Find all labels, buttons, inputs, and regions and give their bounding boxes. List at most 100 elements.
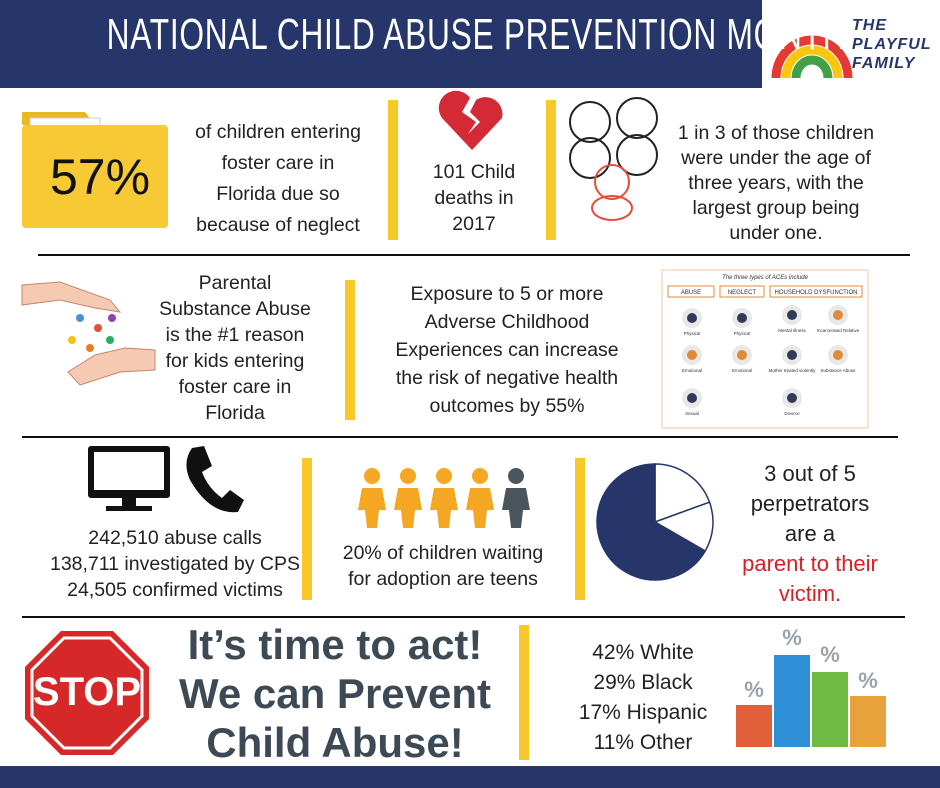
text-line: We can Prevent	[178, 670, 492, 717]
yellow-dividers	[302, 100, 585, 760]
item-icon-dot	[687, 350, 697, 360]
stat: 57%	[50, 149, 151, 205]
text-line: FAMILY	[852, 55, 916, 72]
person-body	[358, 488, 386, 528]
item-icon-dot	[833, 350, 843, 360]
percent-sign: %	[858, 668, 878, 693]
text-line: three years, with the	[688, 172, 864, 194]
folder-icon	[22, 112, 168, 228]
fact-text: Parental Substance Abuse is the #1 reason f…	[130, 270, 340, 426]
text-line: Child Abuse!	[206, 719, 464, 766]
text-line: foster care in	[178, 376, 292, 398]
person-head	[472, 468, 488, 484]
person-body	[502, 488, 530, 528]
column-header-box	[719, 285, 765, 298]
text-line: THE	[852, 17, 887, 34]
aces-diagram: The three types of ACEs include ABUSE Phys…	[661, 269, 869, 429]
logo-text: THE PLAYFUL FAMILY	[852, 16, 932, 73]
column-header: ABUSE	[681, 290, 701, 296]
item-icon-dot	[737, 350, 747, 360]
text-line: 1 in 3 of those children	[677, 122, 875, 144]
stop-sign	[25, 631, 149, 755]
text-line: outcomes by 55%	[429, 395, 585, 417]
text-line: is the #1 reason	[165, 324, 305, 346]
item-label: Sexual	[685, 411, 699, 416]
fact-text: Exposure to 5 or more Adverse Childhood Ex…	[362, 280, 652, 420]
text-line: 24,505 confirmed victims	[67, 579, 283, 601]
person-head	[364, 468, 380, 484]
text-line: for kids entering	[165, 350, 305, 372]
column-header: HOUSEHOLD DYSFUNCTION	[774, 290, 857, 296]
dividers	[22, 254, 910, 618]
text-line: Substance Abuse	[159, 298, 311, 320]
pie-slice	[654, 463, 711, 524]
person-body	[394, 488, 422, 528]
text-line: Exposure to 5 or more	[410, 283, 604, 305]
column-header: NEGLECT	[728, 290, 757, 296]
item-label: Emotional	[682, 368, 702, 373]
fact-text: 101 Child deaths in 2017	[404, 159, 544, 237]
item-label: Incarcerated Relative	[817, 328, 860, 333]
text-line: Experiences can increase	[395, 339, 619, 361]
item-icon-dot	[687, 393, 697, 403]
babies-icon	[569, 97, 658, 221]
text-line: were under the age of	[681, 147, 871, 169]
person-head	[400, 468, 416, 484]
text-line: the risk of negative health	[395, 367, 619, 389]
item-label: Mother treated violently	[769, 368, 817, 373]
text-line: largest group being	[692, 197, 860, 219]
text-line: are a	[784, 521, 836, 546]
text-line: 20% of children waiting	[342, 542, 544, 564]
pie-slice	[597, 463, 656, 523]
pie-slice	[644, 520, 707, 581]
person-body	[466, 488, 494, 528]
item-label: Substance Abuse	[820, 368, 856, 373]
item-icon-dot	[737, 313, 747, 323]
item-icon-dot	[787, 393, 797, 403]
text-line: 242,510 abuse calls	[88, 527, 262, 549]
item-label: Emotional	[732, 368, 752, 373]
text-line: Parental	[198, 272, 272, 294]
item-icon-dot	[787, 350, 797, 360]
column-header-box	[667, 285, 715, 298]
broken-heart-icon	[438, 90, 503, 150]
text-line: because of neglect	[196, 214, 360, 236]
text-line: parent to their	[742, 551, 878, 576]
pie-icon	[596, 463, 714, 581]
text-line: 101 Child	[432, 161, 516, 183]
text-line: under one.	[729, 222, 823, 244]
fact-text: of children entering foster care in Florid…	[168, 117, 388, 241]
diagram-title: The three types of ACEs include	[722, 275, 808, 281]
text-line: 138,711 investigated by CPS	[49, 553, 301, 575]
call-to-action: It’s time to act! We can Prevent Child Abu…	[150, 620, 520, 767]
text-line: 29% Black	[593, 671, 693, 694]
title: NATIONAL CHILD ABUSE PREVENTION MONTH	[106, 10, 847, 59]
column-header-box	[769, 285, 863, 298]
item-label: Divorce	[784, 411, 800, 416]
people-icon	[358, 468, 530, 528]
person-head	[436, 468, 452, 484]
fact-text: 242,510 abuse calls 138,711 investigated …	[30, 525, 320, 603]
text-line: of children entering	[195, 121, 361, 143]
race-list: 42% White 29% Black 17% Hispanic 11% Other	[553, 638, 733, 758]
footer-bar	[0, 766, 940, 788]
percent-sign: %	[744, 677, 764, 702]
text-line: 17% Hispanic	[578, 701, 708, 724]
item-label: Physical	[734, 331, 751, 336]
text-line: victim.	[778, 581, 842, 606]
text-line: 3 out of 5	[764, 461, 856, 486]
person-body	[430, 488, 458, 528]
highlight-text: parent to their victim.	[710, 549, 910, 609]
text-line: It’s time to act!	[187, 621, 483, 668]
text-line: deaths in	[434, 187, 514, 209]
text-group: 3 out of 5 perpetrators are a	[710, 459, 910, 549]
hands-pills-icon	[21, 281, 156, 386]
text-line: Adverse Childhood	[424, 311, 590, 333]
item-label: Mental Illness	[778, 328, 806, 333]
text-line: perpetrators	[750, 491, 870, 516]
text-line: for adoption are teens	[348, 568, 538, 590]
percent-sign: %	[820, 642, 840, 667]
pie-slice	[596, 511, 656, 580]
